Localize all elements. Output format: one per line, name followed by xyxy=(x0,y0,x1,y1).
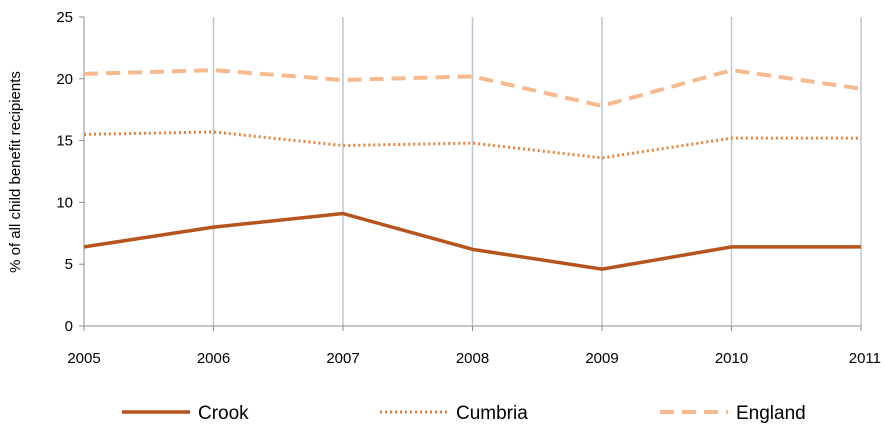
x-tick-label-2008: 2008 xyxy=(456,350,489,367)
series-line-cumbria xyxy=(83,130,861,160)
axes: 0 5 10 15 20 25 2005 2006 2007 2008 2009 2010 2011 xyxy=(56,9,881,367)
x-tick-label-2006: 2006 xyxy=(197,350,230,367)
x-tick-label-2007: 2007 xyxy=(326,350,359,367)
y-tick-label-25: 25 xyxy=(56,9,73,26)
legend-label-cumbria: Cumbria xyxy=(456,403,528,424)
y-tick-label-5: 5 xyxy=(65,256,73,273)
y-axis-label: % of all child benefit recipients xyxy=(7,71,24,273)
legend: Crook Cumbria England xyxy=(122,403,806,424)
y-tick-label-10: 10 xyxy=(56,194,73,211)
series-line-crook xyxy=(83,211,861,271)
x-tick-label-2011: 2011 xyxy=(849,350,881,367)
y-tick-label-0: 0 xyxy=(65,318,73,335)
grid-lines xyxy=(212,17,862,326)
series-lines xyxy=(83,68,862,271)
y-tick-label-15: 15 xyxy=(56,133,73,150)
x-tick-label-2005: 2005 xyxy=(67,350,100,367)
x-tick-label-2009: 2009 xyxy=(585,350,618,367)
legend-label-crook: Crook xyxy=(198,403,249,424)
x-tick-label-2010: 2010 xyxy=(715,350,748,367)
legend-label-england: England xyxy=(736,403,806,424)
y-tick-label-20: 20 xyxy=(56,71,73,88)
